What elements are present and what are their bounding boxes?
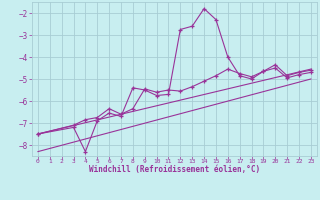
X-axis label: Windchill (Refroidissement éolien,°C): Windchill (Refroidissement éolien,°C) xyxy=(89,165,260,174)
